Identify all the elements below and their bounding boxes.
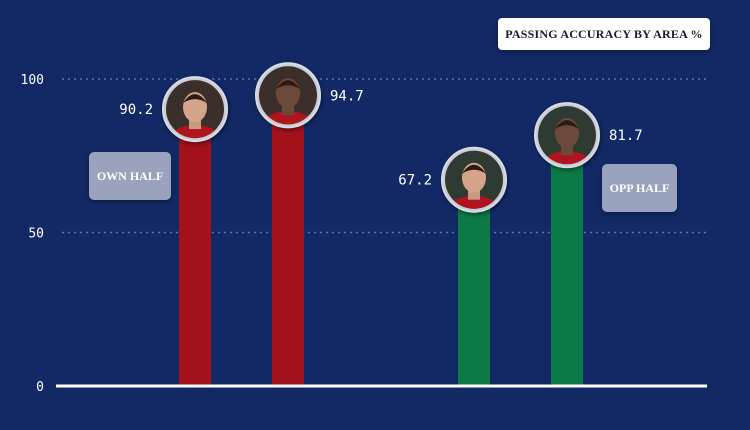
own-half-label: OWN HALF [89,152,171,200]
player-photo-icon [534,102,600,169]
player-photo-icon [441,146,507,213]
bar-value-label: 90.2 [119,102,153,118]
y-tick-label: 100 [21,73,44,88]
player-photo-icon [255,62,321,129]
bar-value-label: 67.2 [398,173,432,189]
bar [272,95,304,386]
bar-value-label: 81.7 [609,128,643,144]
opp-half-label: OPP HALF [602,164,677,212]
bar [179,109,211,386]
y-tick-label: 0 [36,380,44,395]
chart-title: PASSING ACCURACY BY AREA % [498,18,710,50]
bar [458,179,490,386]
bar-value-label: 94.7 [330,88,364,104]
player-photo-icon [162,76,228,143]
bar [551,135,583,386]
y-tick-label: 50 [28,227,44,242]
